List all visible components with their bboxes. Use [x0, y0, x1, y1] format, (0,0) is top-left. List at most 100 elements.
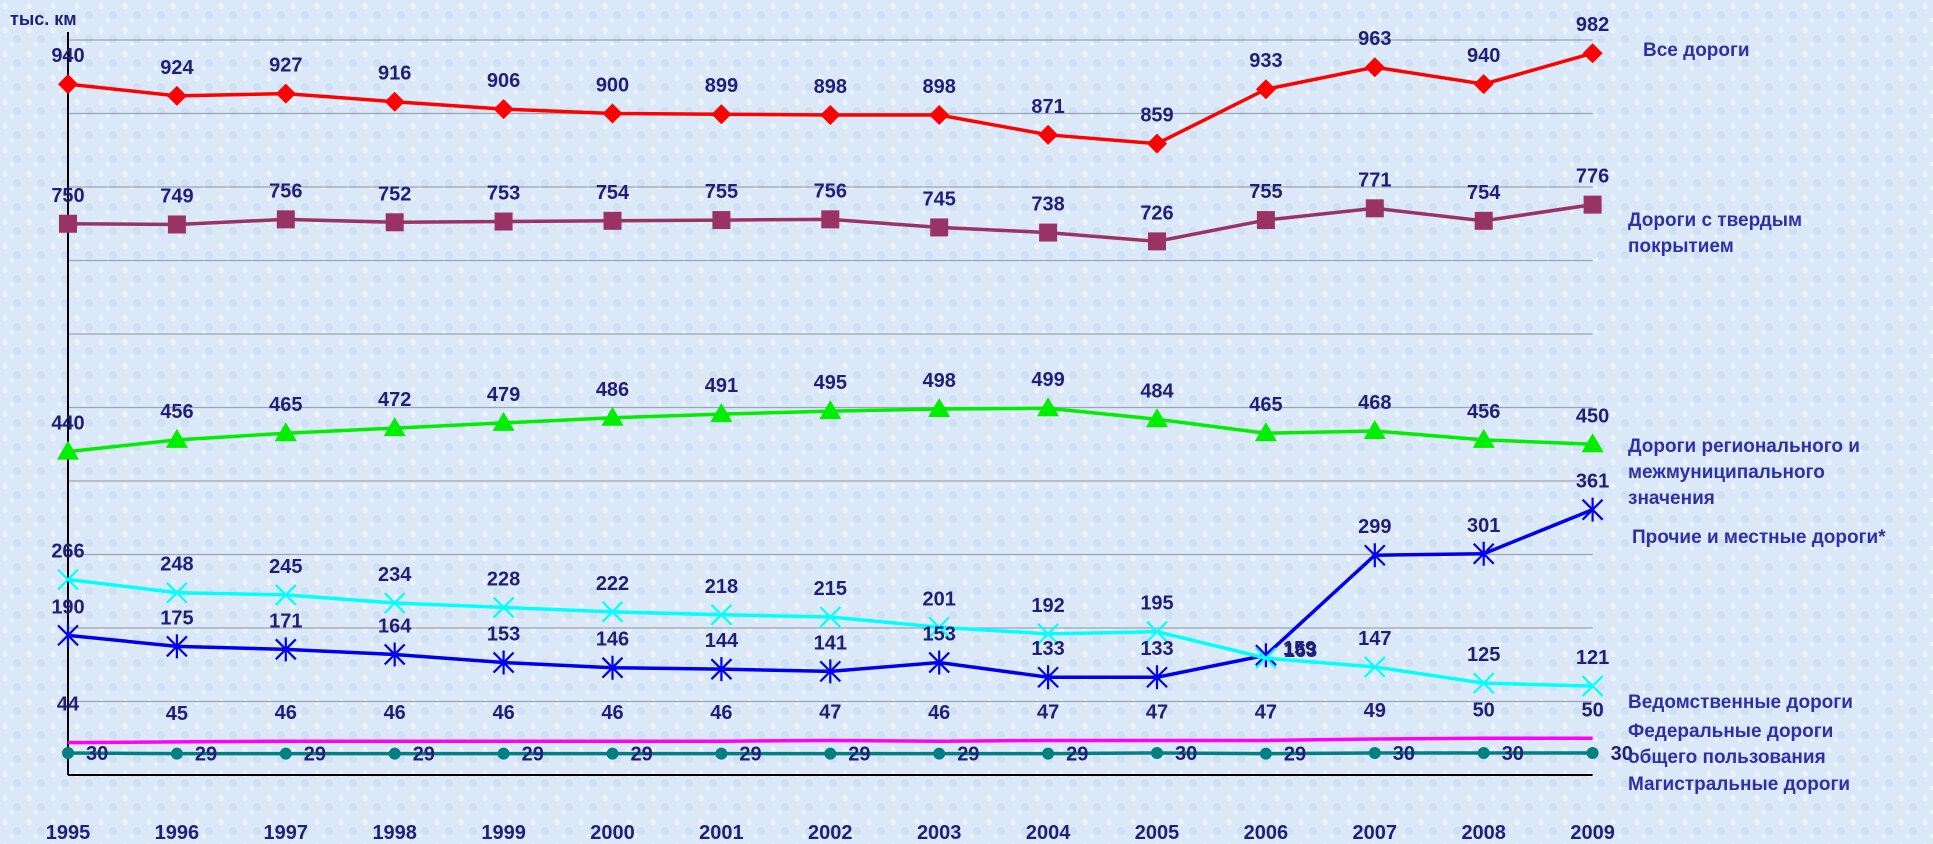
data-point-star [383, 642, 406, 667]
data-label: 175 [160, 607, 193, 629]
data-label: 46 [275, 702, 297, 724]
x-tick-label: 1996 [155, 822, 200, 844]
data-point-x [928, 616, 950, 639]
data-label: 147 [1358, 628, 1391, 650]
data-label: 468 [1358, 392, 1391, 414]
data-point-square [276, 210, 295, 229]
data-point-circle [1368, 746, 1381, 759]
data-point-star [928, 650, 950, 675]
legend-label-paved-roads: Дороги с твердым [1628, 210, 1802, 231]
data-point-star [166, 634, 188, 659]
data-point-circle [715, 747, 728, 760]
data-point-diamond [1147, 133, 1167, 154]
data-label: 44 [57, 694, 80, 716]
data-point-star [492, 650, 515, 675]
data-point-triangle [1472, 428, 1495, 448]
data-point-triangle [492, 411, 515, 431]
data-label: 30 [1175, 743, 1197, 765]
data-point-circle [497, 747, 510, 760]
data-label: 47 [1255, 701, 1277, 723]
x-tick-label: 2002 [808, 822, 853, 844]
data-label: 738 [1031, 194, 1064, 216]
data-point-star [1581, 497, 1604, 522]
data-label: 465 [1249, 394, 1282, 416]
data-label: 29 [413, 744, 435, 766]
data-point-x [1037, 623, 1059, 645]
data-label: 940 [51, 45, 84, 67]
data-point-triangle [165, 428, 188, 448]
data-label: 49 [1364, 700, 1386, 722]
data-label: 776 [1576, 166, 1609, 188]
data-point-circle [1151, 746, 1163, 759]
data-label: 927 [269, 55, 302, 77]
x-tick-label: 2005 [1135, 822, 1180, 844]
legend-label-regional-roads: межмуниципального [1628, 462, 1825, 483]
data-label: 754 [596, 182, 630, 204]
data-label: 146 [596, 629, 629, 651]
data-point-triangle [1037, 397, 1060, 417]
data-label: 29 [195, 744, 217, 766]
data-label: 46 [710, 702, 732, 724]
data-label: 30 [1611, 743, 1633, 765]
data-point-triangle [274, 422, 297, 442]
data-label: 753 [487, 183, 520, 205]
data-point-triangle [601, 406, 624, 426]
data-point-star [57, 623, 79, 648]
data-point-square [1474, 211, 1493, 230]
data-label: 486 [596, 379, 629, 401]
legend-label-federal-roads: общего пользования [1628, 747, 1826, 768]
data-point-x [1146, 620, 1168, 643]
data-label: 745 [923, 188, 956, 210]
data-label: 301 [1467, 515, 1500, 537]
data-label: 46 [928, 702, 950, 724]
data-label: 755 [1249, 181, 1282, 203]
data-label: 440 [51, 413, 84, 435]
x-tick-label: 1995 [46, 822, 91, 844]
data-label: 898 [923, 76, 956, 98]
data-label: 933 [1249, 50, 1282, 72]
data-label: 479 [487, 384, 520, 406]
data-label: 361 [1576, 471, 1609, 493]
data-point-square [1583, 195, 1602, 214]
data-point-circle [62, 746, 74, 759]
x-tick-label: 1997 [264, 822, 309, 844]
data-point-circle [1259, 747, 1272, 760]
data-label: 133 [1031, 638, 1064, 660]
data-point-x [166, 581, 188, 604]
data-label: 484 [1140, 380, 1174, 402]
data-point-x [383, 592, 406, 614]
data-label: 940 [1467, 45, 1500, 67]
data-point-diamond [58, 74, 78, 95]
unit-label: тыс. км [10, 9, 77, 29]
data-label: 121 [1576, 647, 1609, 669]
data-point-diamond [1364, 57, 1385, 78]
data-point-diamond [1473, 74, 1494, 95]
series-line-federal-roads [67, 736, 1593, 745]
data-point-diamond [275, 83, 296, 104]
data-label: 465 [269, 394, 302, 416]
data-point-circle [279, 747, 292, 760]
data-label: 982 [1576, 14, 1609, 36]
data-point-diamond [929, 104, 950, 125]
data-label: 29 [1066, 744, 1088, 766]
x-tick-label: 2008 [1461, 822, 1506, 844]
data-point-square [603, 211, 622, 230]
data-label: 916 [378, 63, 411, 85]
data-label: 456 [160, 401, 193, 423]
data-point-x [819, 606, 842, 628]
data-label: 899 [705, 75, 738, 97]
data-label: 195 [1140, 593, 1173, 615]
data-point-circle [606, 747, 619, 760]
data-point-x [1581, 675, 1604, 697]
data-point-triangle [383, 417, 406, 437]
data-label: 29 [304, 744, 326, 766]
data-point-square [494, 212, 513, 231]
data-label: 159 [1283, 638, 1316, 660]
data-label: 450 [1576, 405, 1609, 427]
x-tick-label: 1998 [372, 822, 417, 844]
data-point-square [821, 210, 840, 229]
data-point-square [1365, 199, 1384, 218]
